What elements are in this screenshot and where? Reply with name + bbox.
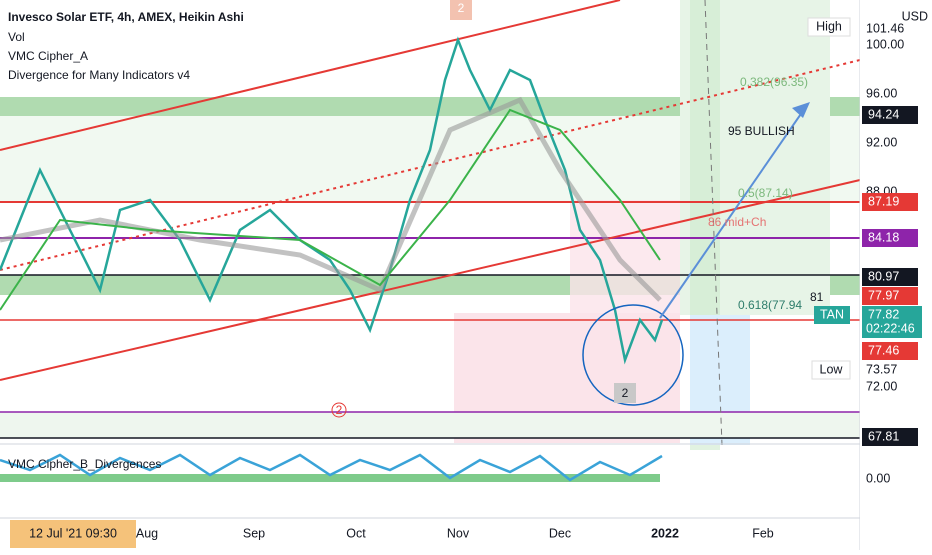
label-box bbox=[811, 360, 851, 380]
level-box bbox=[862, 268, 918, 286]
marker bbox=[614, 383, 636, 403]
fib-label: 0.618(77.94 bbox=[738, 298, 802, 312]
level-box bbox=[862, 193, 918, 211]
level-label: 94.24 bbox=[868, 107, 899, 121]
marker bbox=[450, 0, 472, 20]
last-price: 77.82 bbox=[868, 307, 899, 321]
level-box bbox=[862, 428, 918, 446]
symbol-box bbox=[814, 306, 850, 324]
level-box bbox=[862, 287, 918, 305]
crosshair-date-box bbox=[10, 520, 136, 548]
wave bbox=[0, 453, 663, 482]
low-value: 73.57 bbox=[866, 362, 897, 376]
price-box bbox=[862, 306, 922, 338]
chart-title: Invesco Solar ETF, 4h, AMEX, Heikin Ashi bbox=[8, 10, 244, 24]
countdown: 02:22:46 bbox=[866, 321, 915, 335]
marker bbox=[331, 402, 347, 418]
marker-label: 2 bbox=[336, 403, 343, 417]
price-tick: 92.00 bbox=[866, 135, 897, 149]
projection bbox=[704, 0, 723, 446]
level-label: 67.81 bbox=[868, 429, 899, 443]
time-label: 2022 bbox=[651, 526, 679, 540]
marker-label: 2 bbox=[622, 386, 629, 400]
trend-line bbox=[0, 179, 861, 381]
time-label: Feb bbox=[752, 526, 774, 540]
level-label: 87.19 bbox=[868, 194, 899, 208]
time-label: Nov bbox=[447, 526, 470, 540]
marker-label: 2 bbox=[458, 1, 465, 15]
price-tick: 72.00 bbox=[866, 379, 897, 393]
trend-line bbox=[0, 59, 861, 271]
zone bbox=[0, 412, 860, 438]
price-tick: 96.00 bbox=[866, 86, 897, 100]
price-path bbox=[0, 36, 664, 365]
fib-label: 0.5(87.14) bbox=[738, 186, 793, 200]
pane-title: VMC Cipher_B_Divergences bbox=[8, 457, 161, 471]
indicator-name: Divergence for Many Indicators v4 bbox=[8, 68, 190, 82]
low-label: Low bbox=[820, 362, 844, 376]
annotation: 81 bbox=[810, 290, 824, 304]
level-box bbox=[862, 229, 918, 247]
symbol: TAN bbox=[820, 307, 844, 321]
level-label: 84.18 bbox=[868, 230, 899, 244]
time-label: Dec bbox=[549, 526, 571, 540]
level-box bbox=[862, 342, 918, 360]
high-label: High bbox=[816, 19, 842, 33]
level-label: 80.97 bbox=[868, 269, 899, 283]
zone bbox=[0, 97, 860, 116]
time-label: Aug bbox=[136, 526, 158, 540]
moving-average bbox=[0, 108, 661, 311]
indicator-band bbox=[0, 474, 660, 482]
indicator-name: Vol bbox=[8, 30, 25, 44]
annotation: 95 BULLISH bbox=[728, 124, 795, 138]
level-label: 77.46 bbox=[868, 343, 899, 357]
indicator-tick: 0.00 bbox=[866, 471, 890, 485]
indicator-name: VMC Cipher_A bbox=[8, 49, 88, 63]
level-box bbox=[862, 106, 918, 124]
highlight-circle bbox=[582, 304, 684, 406]
fib-label: 0.382(96.35) bbox=[740, 75, 808, 89]
annotation: 86 mid+Ch bbox=[708, 215, 766, 229]
level-label: 77.97 bbox=[868, 288, 899, 302]
arrow bbox=[659, 107, 806, 319]
label-box bbox=[807, 17, 851, 37]
time-label: Oct bbox=[346, 526, 366, 540]
arrow-head bbox=[792, 102, 810, 118]
price-tick: 100.00 bbox=[866, 37, 904, 51]
trend-line bbox=[0, 0, 621, 151]
high-value: 101.46 bbox=[866, 21, 904, 35]
time-label: Sep bbox=[243, 526, 265, 540]
crosshair-date: 12 Jul '21 09:30 bbox=[29, 526, 117, 540]
currency: USD bbox=[902, 9, 928, 23]
